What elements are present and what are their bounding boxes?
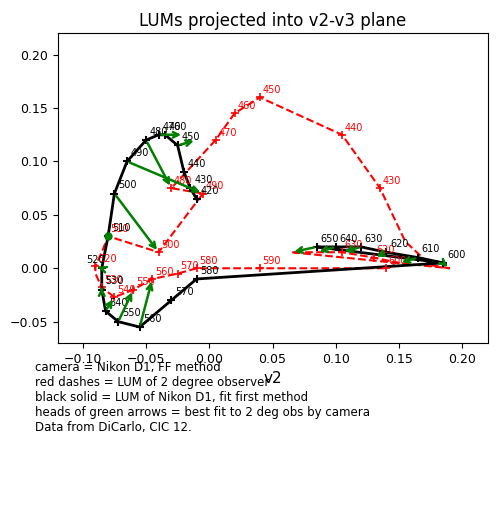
Text: 560: 560 — [155, 267, 174, 277]
Text: 440: 440 — [344, 122, 363, 133]
Text: 570: 570 — [175, 287, 194, 297]
Text: 420: 420 — [200, 186, 219, 196]
Text: 480: 480 — [150, 127, 168, 137]
Text: 550: 550 — [122, 308, 141, 318]
X-axis label: v2: v2 — [263, 371, 282, 387]
Text: 510: 510 — [112, 223, 130, 233]
Text: 600: 600 — [447, 250, 466, 260]
Text: 520: 520 — [98, 254, 116, 264]
Text: 490: 490 — [206, 181, 224, 191]
Text: 530: 530 — [106, 276, 124, 286]
Text: 460: 460 — [169, 121, 187, 132]
Text: 620: 620 — [376, 245, 394, 255]
Text: 610: 610 — [422, 244, 440, 254]
Text: 470: 470 — [162, 121, 181, 132]
Text: 580: 580 — [199, 256, 218, 266]
Text: 480: 480 — [174, 176, 192, 186]
Text: 450: 450 — [262, 85, 281, 95]
Text: 490: 490 — [131, 148, 149, 158]
Text: 640: 640 — [340, 233, 358, 244]
Text: 620: 620 — [390, 239, 408, 249]
Text: 630: 630 — [344, 240, 363, 250]
Text: 440: 440 — [188, 159, 206, 169]
Text: camera = Nikon D1, FF method
red dashes = LUM of 2 degree observer
black solid =: camera = Nikon D1, FF method red dashes … — [35, 361, 370, 434]
Title: LUMs projected into v2-v3 plane: LUMs projected into v2-v3 plane — [139, 12, 406, 30]
Text: 500: 500 — [161, 240, 180, 250]
Y-axis label: v3: v3 — [0, 179, 4, 198]
Text: 540: 540 — [110, 298, 128, 308]
Text: 650: 650 — [320, 233, 339, 244]
Text: 460: 460 — [237, 101, 256, 111]
Text: 450: 450 — [182, 132, 200, 142]
Text: 470: 470 — [218, 128, 236, 138]
Text: 560: 560 — [144, 314, 162, 324]
Text: 600: 600 — [389, 256, 407, 266]
Text: 500: 500 — [118, 180, 137, 190]
Text: 510: 510 — [110, 224, 129, 234]
Text: 570: 570 — [180, 262, 199, 271]
Text: 590: 590 — [262, 256, 281, 266]
Text: 430: 430 — [382, 176, 401, 186]
Text: 530: 530 — [104, 275, 123, 285]
Text: 540: 540 — [117, 285, 136, 295]
Text: 550: 550 — [136, 278, 154, 288]
Text: 520: 520 — [86, 255, 105, 265]
Text: 430: 430 — [194, 175, 212, 185]
Text: 630: 630 — [365, 233, 383, 244]
Text: 580: 580 — [200, 266, 219, 276]
